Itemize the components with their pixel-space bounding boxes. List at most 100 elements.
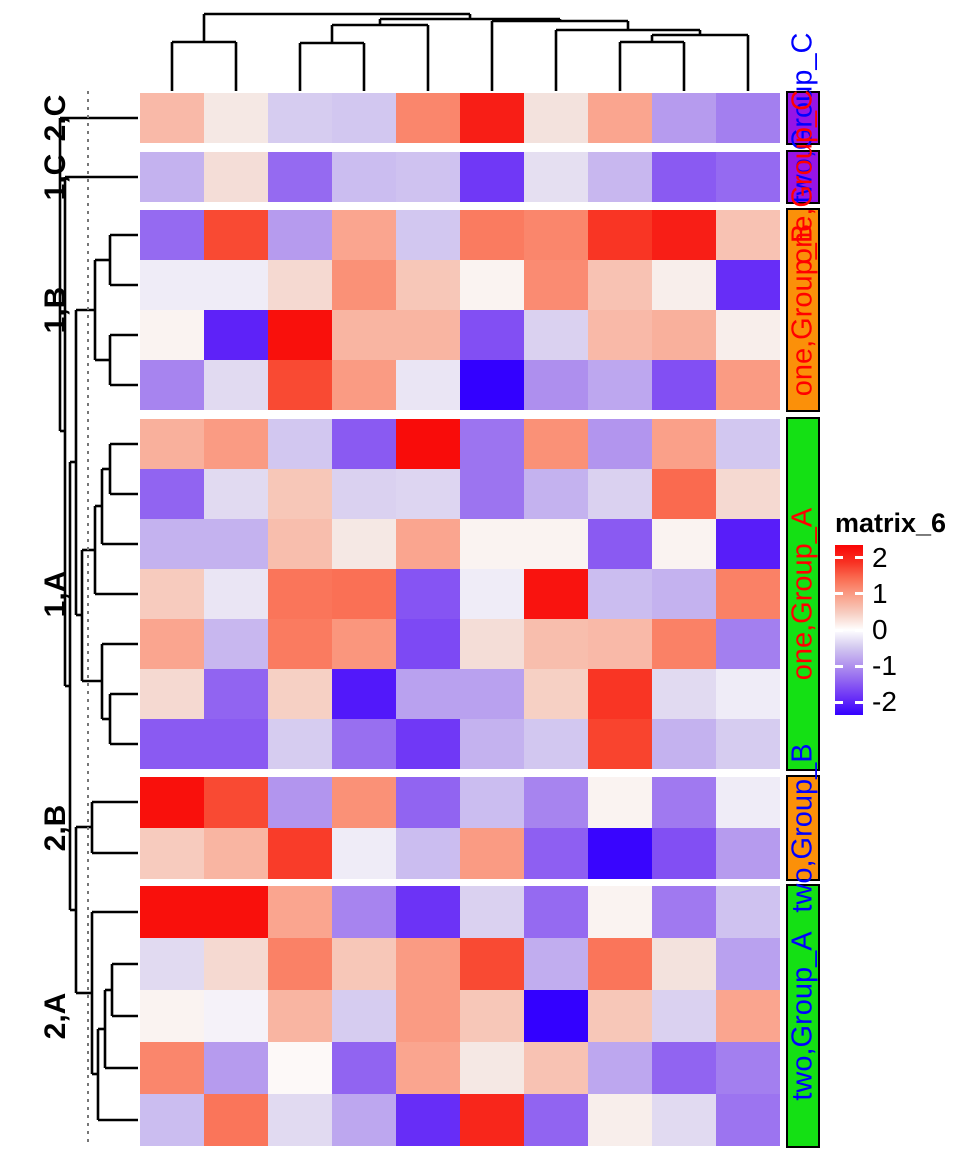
heatmap-cell [588, 569, 652, 619]
heatmap-cell [588, 938, 652, 990]
heatmap-cell [332, 419, 396, 469]
annotation-label: one,Group_A [786, 507, 819, 681]
heatmap-cell [588, 310, 652, 360]
heatmap-cell [460, 828, 524, 879]
heatmap-cell [652, 828, 716, 879]
heatmap-cell [652, 938, 716, 990]
heatmap-cell [140, 93, 204, 143]
heatmap-cell [140, 828, 204, 879]
heatmap-cell [268, 260, 332, 310]
annotation-block [786, 208, 820, 412]
heatmap-cell [524, 1094, 588, 1146]
heatmap-cell [524, 828, 588, 879]
heatmap-cell [396, 519, 460, 569]
heatmap-cell [268, 828, 332, 879]
heatmap-cell [204, 669, 268, 719]
legend-tick-mark [855, 592, 863, 596]
heatmap-cell [652, 260, 716, 310]
heatmap-cell [268, 310, 332, 360]
legend-tick-mark [835, 700, 843, 704]
heatmap-cell [524, 719, 588, 769]
heatmap-cell [716, 777, 780, 828]
heatmap-cell [524, 93, 588, 143]
heatmap-cell [524, 938, 588, 990]
legend-tick-mark [835, 556, 843, 560]
heatmap-cell [652, 210, 716, 260]
heatmap-cell [460, 360, 524, 410]
heatmap-cell [652, 719, 716, 769]
legend-tick-mark [835, 628, 843, 632]
heatmap-cell [716, 569, 780, 619]
heatmap-cell [204, 469, 268, 519]
legend-tick-label: 1 [872, 577, 888, 609]
heatmap-cell [396, 93, 460, 143]
heatmap-cell [588, 1042, 652, 1094]
heatmap-cell [396, 569, 460, 619]
heatmap-cell [716, 519, 780, 569]
heatmap-cell [396, 260, 460, 310]
heatmap-cell [396, 310, 460, 360]
heatmap-cell [652, 419, 716, 469]
heatmap-cell [460, 719, 524, 769]
heatmap-cell [588, 669, 652, 719]
heatmap-cell [460, 1042, 524, 1094]
heatmap-cell [524, 260, 588, 310]
annotation-label: one,Group_B [786, 223, 819, 397]
heatmap-cell [716, 260, 780, 310]
heatmap-cell [396, 210, 460, 260]
heatmap-cell [652, 360, 716, 410]
heatmap-cell [332, 990, 396, 1042]
heatmap-cell [268, 519, 332, 569]
heatmap-cell [268, 1042, 332, 1094]
heatmap-cell [396, 719, 460, 769]
heatmap-cell [140, 360, 204, 410]
heatmap-cell [140, 519, 204, 569]
heatmap-cell [268, 152, 332, 202]
heatmap-cell [268, 669, 332, 719]
heatmap-cell [588, 419, 652, 469]
row-dendrogram [58, 116, 138, 1122]
heatmap-cell [524, 619, 588, 669]
heatmap-cell [460, 469, 524, 519]
heatmap-cell [268, 210, 332, 260]
heatmap-cell [268, 777, 332, 828]
heatmap-cell [524, 360, 588, 410]
heatmap-cell [140, 886, 204, 938]
heatmap-cell [716, 310, 780, 360]
heatmap-cell [332, 310, 396, 360]
heatmap-cell [204, 619, 268, 669]
heatmap-cell [332, 886, 396, 938]
heatmap-cell [140, 152, 204, 202]
heatmap-cell [460, 260, 524, 310]
heatmap-cell [588, 719, 652, 769]
heatmap-cell [140, 310, 204, 360]
heatmap-cell [140, 1042, 204, 1094]
heatmap-cell [396, 777, 460, 828]
heatmap-cell [716, 828, 780, 879]
heatmap-cell [588, 990, 652, 1042]
heatmap-cell [652, 469, 716, 519]
heatmap-cell [588, 828, 652, 879]
heatmap-cell [332, 828, 396, 879]
heatmap-cell [332, 938, 396, 990]
row-slice-label: 2,C [39, 94, 72, 142]
heatmap-cell [204, 1042, 268, 1094]
heatmap-cell [268, 569, 332, 619]
annotation-label: two,Group_A [786, 931, 819, 1101]
heatmap-cell [396, 360, 460, 410]
heatmap-cell [204, 990, 268, 1042]
heatmap-cell [588, 886, 652, 938]
heatmap-cell [460, 669, 524, 719]
annotation-block [786, 775, 820, 881]
heatmap-cell [652, 152, 716, 202]
heatmap-cell [652, 1094, 716, 1146]
heatmap-cell [268, 886, 332, 938]
heatmap-cell [524, 886, 588, 938]
legend-tick-label: 2 [872, 541, 888, 573]
heatmap-cell [652, 310, 716, 360]
heatmap-cell [204, 1094, 268, 1146]
heatmap-cell [268, 990, 332, 1042]
heatmap-cell [268, 1094, 332, 1146]
heatmap-cell [716, 990, 780, 1042]
heatmap-cell [332, 519, 396, 569]
